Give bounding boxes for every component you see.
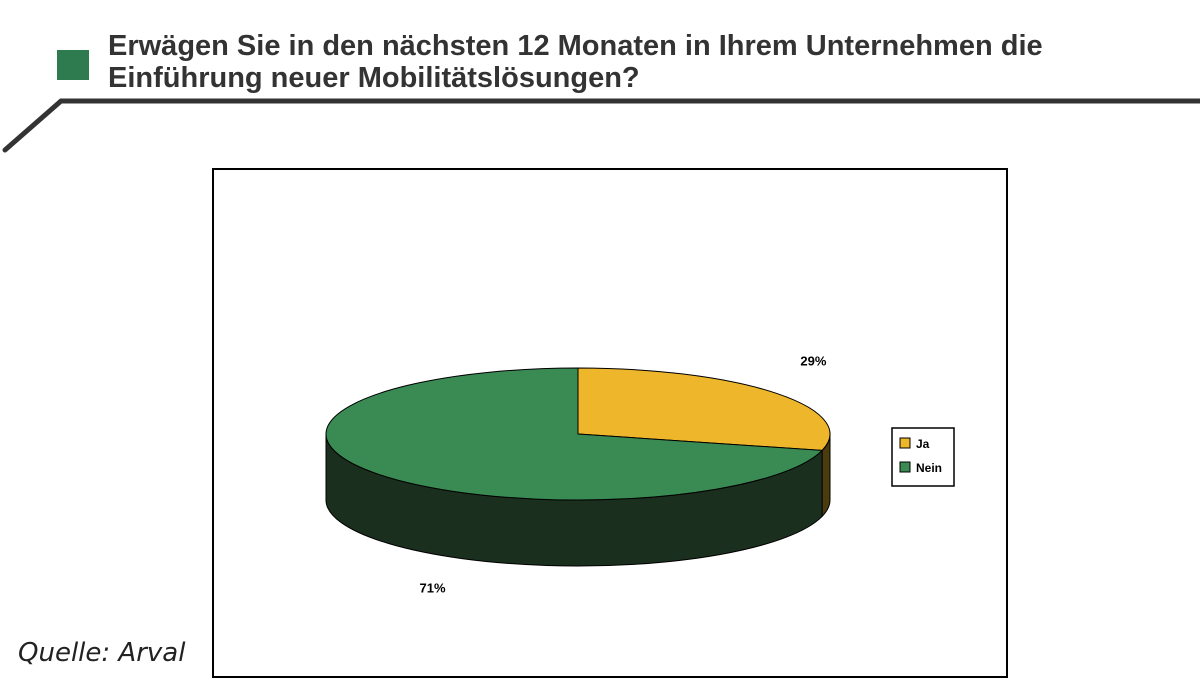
pie-tops xyxy=(325,367,831,501)
chart-legend: Ja Nein xyxy=(891,427,955,487)
header-accent-square xyxy=(57,50,89,80)
legend-swatch-nein xyxy=(899,461,911,473)
pie-slice-ja xyxy=(577,367,831,451)
data-label-ja: 29% xyxy=(800,354,826,369)
chart-frame: 29% 71% Ja Nein xyxy=(212,168,1008,678)
pie-labels: 29% 71% xyxy=(420,354,827,596)
header-rule-diagonal xyxy=(2,98,64,153)
pie-slice-nein xyxy=(325,367,824,501)
data-label-nein: 71% xyxy=(420,580,446,595)
page-title: Erwägen Sie in den nächsten 12 Monaten i… xyxy=(108,30,1043,94)
source-note: Quelle: Arval xyxy=(18,638,186,668)
legend-swatch-ja xyxy=(899,437,911,449)
legend-label-nein: Nein xyxy=(916,461,942,475)
pie-chart: 29% 71% Ja Nein xyxy=(325,354,955,596)
legend-label-ja: Ja xyxy=(916,437,930,451)
header-rule xyxy=(2,98,1200,153)
